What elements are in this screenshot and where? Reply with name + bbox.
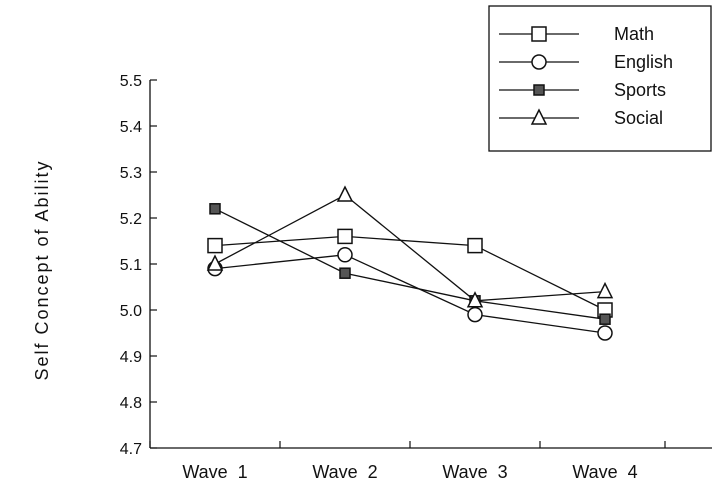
- x-tick-label: Wave 1: [182, 462, 247, 482]
- point-social: [596, 281, 614, 299]
- point-social: [206, 254, 224, 271]
- legend-marker-sports: [533, 84, 545, 96]
- y-axis-title: Self Concept of Ability: [32, 159, 52, 380]
- y-tick-label: 4.9: [120, 349, 142, 366]
- point-math: [207, 237, 223, 254]
- y-tick-label: 5.1: [120, 257, 142, 274]
- y-tick-label: 4.8: [120, 395, 142, 412]
- y-tick-label: 5.0: [120, 303, 142, 320]
- series-line-social: [214, 194, 606, 302]
- point-social: [466, 291, 484, 308]
- y-axis-ticks: 4.7 4.8 4.9 5.0 5.1 5.2 5.3 5.4 5.5: [120, 73, 157, 458]
- legend-label: Sports: [614, 80, 666, 100]
- point-math: [467, 237, 483, 254]
- legend-item-sports: Sports: [499, 80, 666, 100]
- point-english: [467, 306, 483, 323]
- series-math: [207, 228, 613, 318]
- series-english: [207, 247, 613, 341]
- point-math: [337, 228, 353, 245]
- y-tick-label: 5.4: [120, 119, 142, 136]
- series-layer: [206, 185, 614, 341]
- legend-box: [488, 5, 712, 152]
- x-axis-ticks: Wave 1 Wave 2 Wave 3 Wave 4: [149, 441, 666, 482]
- x-tick-label: Wave 4: [572, 462, 637, 482]
- point-sports: [599, 313, 611, 325]
- legend-item-english: English: [499, 52, 673, 72]
- series-line-english: [214, 254, 606, 334]
- point-social: [336, 185, 354, 202]
- series-line-sports: [214, 208, 606, 320]
- legend-item-math: Math: [499, 24, 654, 44]
- x-tick-label: Wave 3: [442, 462, 507, 482]
- legend-marker-math: [531, 26, 547, 42]
- legend-marker-social: [530, 108, 548, 125]
- series-social: [206, 185, 614, 308]
- y-tick-label: 5.3: [120, 165, 142, 182]
- point-english: [337, 247, 353, 263]
- x-tick-label: Wave 2: [312, 462, 377, 482]
- legend-label: English: [614, 52, 673, 72]
- legend-item-social: Social: [499, 108, 663, 128]
- series-sports: [209, 203, 611, 325]
- legend: Math English Sports Social: [488, 5, 712, 152]
- y-tick-label: 4.7: [120, 441, 142, 458]
- point-sports: [339, 267, 351, 279]
- point-sports: [209, 203, 221, 215]
- legend-label: Social: [614, 108, 663, 128]
- legend-label: Math: [614, 24, 654, 44]
- legend-marker-english: [531, 54, 547, 70]
- y-tick-label: 5.5: [120, 73, 142, 90]
- y-tick-label: 5.2: [120, 211, 142, 228]
- point-english: [597, 325, 613, 341]
